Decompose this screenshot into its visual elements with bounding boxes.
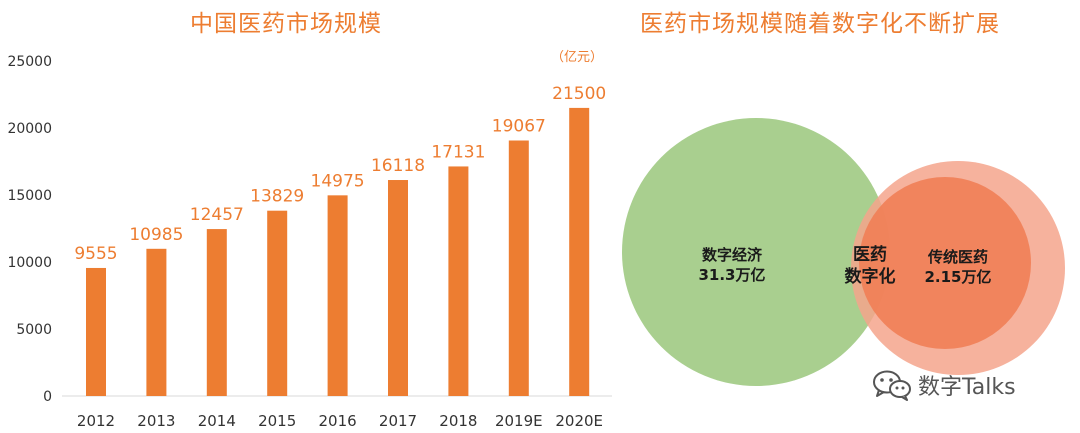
traditional-medicine-label: 传统医药 2.15万亿 [898, 248, 1018, 287]
y-tick-label: 15000 [7, 188, 52, 204]
watermark-text: 数字Talks [918, 375, 1016, 400]
data-label: 12457 [190, 205, 244, 225]
left-chart-title: 中国医药市场规模 [190, 11, 382, 37]
y-tick-label: 10000 [7, 255, 52, 271]
bar-chart: 0 5000 10000 15000 20000 25000 9555 2012 10985 20… [7, 54, 612, 430]
bar [146, 248, 167, 396]
y-tick-label: 25000 [7, 54, 52, 70]
bar [267, 210, 288, 396]
x-tick-label: 2017 [379, 412, 417, 430]
data-label: 13829 [250, 187, 304, 207]
digital-economy-label: 数字经济 31.3万亿 [672, 246, 792, 285]
data-label: 9555 [74, 244, 117, 264]
digital-economy-value: 31.3万亿 [698, 265, 766, 284]
x-tick-label: 2020E [555, 412, 603, 430]
data-label: 19067 [492, 117, 546, 137]
right-chart-title: 医药市场规模随着数字化不断扩展 [640, 11, 1000, 37]
traditional-medicine-value: 2.15万亿 [924, 267, 992, 286]
x-tick-label: 2018 [439, 412, 477, 430]
x-tick-label: 2014 [198, 412, 236, 430]
y-tick-label: 0 [43, 389, 52, 405]
bar [206, 229, 227, 396]
data-label: 21500 [552, 84, 606, 104]
bar [327, 195, 348, 396]
overlap-line2: 数字化 [844, 267, 896, 288]
data-label: 17131 [431, 142, 485, 162]
overlap-label: 医药 数字化 [820, 244, 920, 288]
bar [569, 107, 590, 397]
x-tick-label: 2012 [77, 412, 115, 430]
bar [448, 166, 469, 396]
y-tick-label: 20000 [7, 121, 52, 137]
x-tick-label: 2015 [258, 412, 296, 430]
unit-label: （亿元） [551, 50, 604, 65]
digital-economy-name: 数字经济 [701, 246, 762, 264]
traditional-medicine-name: 传统医药 [927, 248, 988, 266]
wechat-icon [873, 370, 911, 401]
x-tick-label: 2016 [319, 412, 357, 430]
y-tick-label: 5000 [16, 322, 52, 338]
bar [86, 267, 106, 396]
x-tick-label: 2019E [495, 412, 543, 430]
bar [388, 180, 408, 396]
bar [508, 140, 529, 396]
watermark: 数字Talks [872, 368, 1016, 402]
data-label: 10985 [129, 225, 183, 245]
data-label: 16118 [371, 156, 425, 176]
data-label: 14975 [311, 171, 365, 191]
traditional-medicine-inner-circle [859, 177, 1031, 349]
digital-economy-circle [622, 118, 890, 386]
x-tick-label: 2013 [137, 412, 175, 430]
overlap-line1: 医药 [853, 245, 887, 265]
